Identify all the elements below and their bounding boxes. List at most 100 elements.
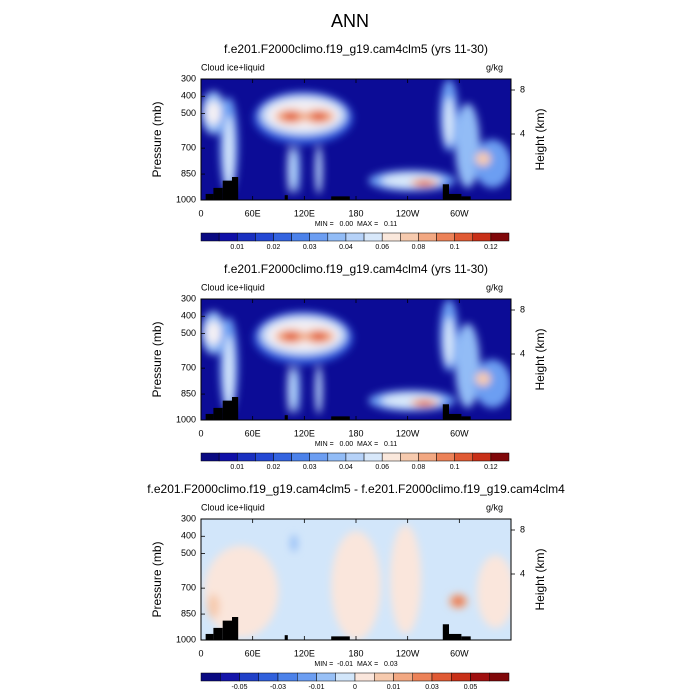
x-tick-label: 180 [348,648,363,658]
field-blob [287,365,295,414]
x-tick-label: 180 [348,208,363,218]
panel-title: f.e201.F2000climo.f19_g19.cam4clm5 - f.e… [147,482,565,496]
x-tick-label: 120W [396,428,420,438]
colorbar-label: 0.03 [303,244,317,251]
y-tick-label: 1000 [176,414,196,424]
y-tick-label: 850 [181,168,196,178]
field-blob [287,145,295,194]
y-tick-label: 300 [181,73,196,83]
field-blob [283,112,299,121]
colorbar-box [316,672,336,682]
colorbar-box [327,452,347,462]
figure-title: ANN [331,11,369,31]
field-blob [417,180,432,186]
terrain [232,617,239,640]
field-blob [455,103,480,188]
y-tick-label: 1000 [176,194,196,204]
panel-title: f.e201.F2000climo.f19_g19.cam4clm4 (yrs … [224,262,488,276]
colorbar-box [273,232,292,242]
left-label: Cloud ice+liquid [201,62,265,72]
contour-field [201,519,511,640]
colorbar-box [309,232,329,242]
y2-tick-label: 8 [520,84,525,94]
colorbar-box [239,672,259,682]
field-blobs [204,525,511,640]
colorbar-label: 0.02 [267,464,281,471]
terrain [449,193,462,200]
colorbar-label: 0.04 [339,464,353,471]
y2-axis-label: Height (km) [533,108,547,170]
colorbar-box [489,672,510,682]
field-blob [417,400,432,406]
colorbar-label: 0.12 [484,244,498,251]
x-tick-label: 0 [198,648,203,658]
colorbar-box [309,452,329,462]
y-axis-label: Pressure (mb) [150,541,164,617]
terrain [213,187,223,200]
field-blob [390,525,422,634]
colorbar-label: 0.1 [450,244,460,251]
y-tick-label: 500 [181,548,196,558]
colorbar-box [236,232,256,242]
terrain [222,180,232,200]
x-tick-label: 0 [198,428,203,438]
terrain [213,627,223,640]
y-tick-label: 500 [181,328,196,338]
colorbar-box [451,672,471,682]
field-blob [444,97,454,146]
x-tick-label: 60W [450,208,469,218]
y-tick-label: 700 [181,363,196,373]
field-blob [294,365,301,414]
colorbar-box [327,232,347,242]
colorbar-box [277,672,298,682]
field-blob [475,151,491,167]
field-blob [315,145,323,194]
colorbar-label: 0.01 [387,684,401,691]
terrain [449,413,462,420]
colorbar-box [363,452,383,462]
colorbar-box [470,672,490,682]
terrain [461,416,471,420]
y2-axis-label: Height (km) [533,548,547,610]
colorbar-box [354,672,375,682]
y-tick-label: 400 [181,531,196,541]
terrain [284,195,288,200]
right-label: g/kg [486,502,503,512]
colorbar-box [220,672,240,682]
field-blob [294,145,301,194]
field-blob [475,371,491,387]
terrain [461,196,471,200]
y2-tick-label: 4 [520,348,525,358]
field-blob [455,323,480,408]
colorbar-label: 0.08 [412,464,426,471]
terrain [284,635,288,640]
terrain [331,196,350,200]
colorbar-label: 0.06 [375,244,389,251]
y2-tick-label: 4 [520,568,525,578]
colorbar-box [490,232,510,242]
colorbar-label: -0.03 [270,684,286,691]
x-tick-label: 60E [245,428,261,438]
terrain [449,633,462,640]
x-tick-label: 60E [245,208,261,218]
colorbar-box [400,452,419,462]
x-tick-label: 60E [245,648,261,658]
y-tick-label: 400 [181,91,196,101]
x-tick-label: 0 [198,208,203,218]
colorbar-box [345,232,365,242]
field-blob [311,332,327,341]
field-blob [453,597,463,605]
field-blob [311,112,327,121]
terrain [442,624,449,640]
y-tick-label: 500 [181,108,196,118]
colorbar-box [297,672,317,682]
x-tick-label: 60W [450,428,469,438]
colorbar-box [291,452,310,462]
panel: f.e201.F2000climo.f19_g19.cam4clm5 - f.e… [147,482,565,691]
field-blob [444,317,454,366]
terrain [442,404,449,420]
field-blob [204,545,279,638]
y-axis-label: Pressure (mb) [150,321,164,397]
panel: f.e201.F2000climo.f19_g19.cam4clm4 (yrs … [150,262,547,471]
terrain [213,407,223,420]
